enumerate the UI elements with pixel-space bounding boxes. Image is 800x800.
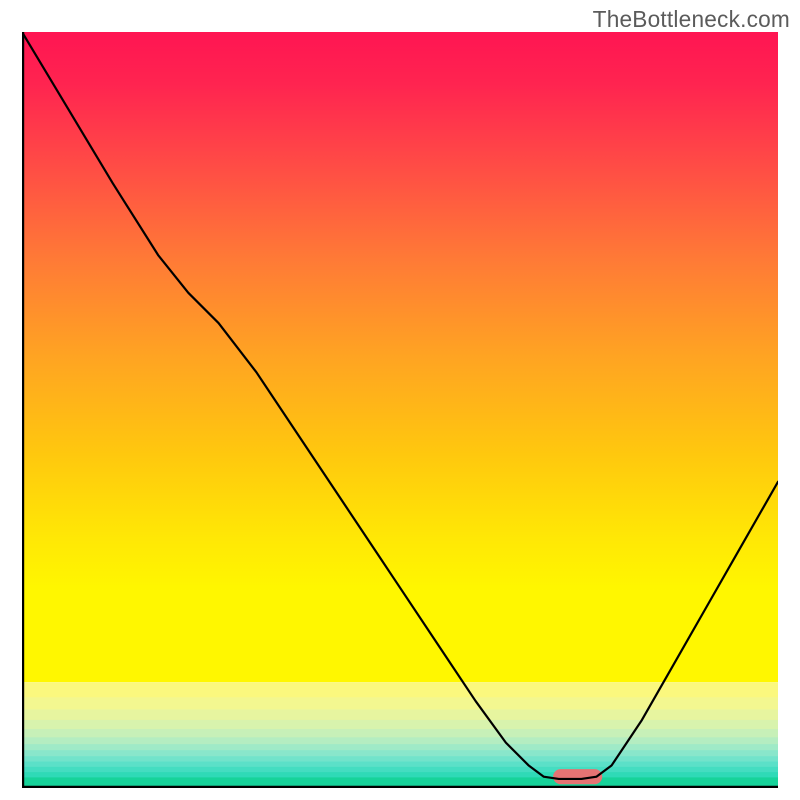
plot-area bbox=[22, 32, 778, 788]
background-band bbox=[22, 762, 778, 768]
background-band bbox=[22, 744, 778, 751]
background-band bbox=[22, 737, 778, 744]
background-band bbox=[22, 709, 778, 720]
background-band bbox=[22, 772, 778, 778]
plot-svg bbox=[22, 32, 778, 788]
background-band bbox=[22, 720, 778, 730]
background-band bbox=[22, 682, 778, 698]
watermark-text: TheBottleneck.com bbox=[593, 6, 790, 33]
background-band bbox=[22, 697, 778, 710]
background-band bbox=[22, 729, 778, 738]
background-gradient bbox=[22, 32, 778, 682]
background-band bbox=[22, 756, 778, 762]
chart-frame: TheBottleneck.com bbox=[0, 0, 800, 800]
background-band bbox=[22, 750, 778, 757]
background-band bbox=[22, 767, 778, 773]
